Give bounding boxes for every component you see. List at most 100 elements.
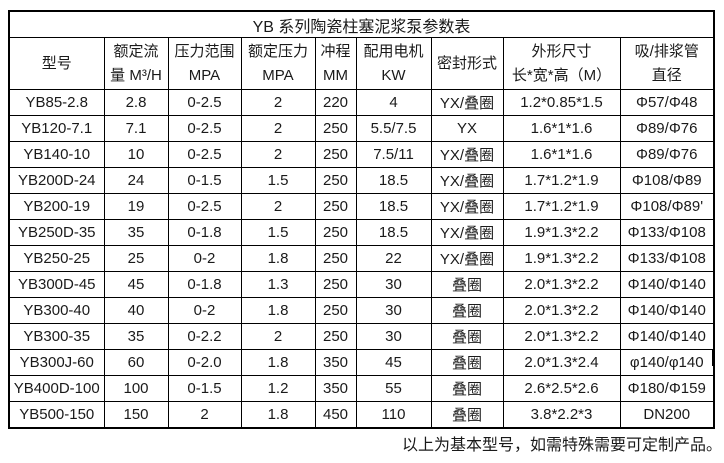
table-cell: 250	[314, 193, 357, 220]
table-cell: 1.8	[240, 401, 316, 429]
table-cell: 1.8	[240, 349, 316, 376]
table-cell: Φ140/Φ140	[619, 297, 715, 324]
table-row: YB400D-100 100 0-1.5 1.2 350 55 叠圈 2.6*2.5*2.6 Φ…	[8, 375, 715, 402]
table-cell: 0-2	[167, 245, 242, 272]
table-cell: 0-2.5	[167, 193, 242, 220]
table-cell: Φ108/Φ89'	[619, 193, 715, 220]
table-cell: Φ133/Φ108	[619, 219, 715, 246]
table-cell: 350	[314, 375, 357, 402]
table-row: YB120-7.1 7.1 0-2.5 2 250 5.5/7.5 YX 1.6*1*1.6 Φ…	[8, 115, 715, 142]
table-cell: 40	[103, 297, 169, 324]
table-cell: 1.2	[240, 375, 316, 402]
table-cell: 0-1.8	[167, 271, 242, 298]
table-cell: 2	[240, 141, 316, 168]
table-cell: Φ133/Φ108	[619, 245, 715, 272]
column-header-8: 外形尺寸 长*宽*高（M）	[502, 37, 621, 90]
table-cell: 30	[355, 297, 432, 324]
table-cell: YX/叠圈	[430, 245, 504, 272]
table-cell: 45	[355, 349, 432, 376]
table-cell: 250	[314, 323, 357, 350]
table-cell: YX/叠圈	[430, 219, 504, 246]
table-row: YB140-10 10 0-2.5 2 250 7.5/11 YX/叠圈 1.6*1*1.6 Φ…	[8, 141, 715, 168]
table-cell: YX/叠圈	[430, 141, 504, 168]
table-cell: 60	[103, 349, 169, 376]
table-cell: Φ89/Φ76	[619, 115, 715, 142]
table-cell: YX/叠圈	[430, 167, 504, 194]
table-cell: 叠圈	[430, 375, 504, 402]
table-cell: 110	[355, 401, 432, 429]
table-cell: 0-2	[167, 297, 242, 324]
table-cell: 1.5	[240, 219, 316, 246]
table-cell: YB200-19	[8, 193, 105, 220]
table-cell: 1.8	[240, 297, 316, 324]
table-cell: 18.5	[355, 193, 432, 220]
table-cell: DN200	[619, 401, 715, 429]
table-cell: 0-1.5	[167, 167, 242, 194]
table-cell: 1.6*1*1.6	[502, 115, 621, 142]
table-cell: 叠圈	[430, 323, 504, 350]
table-cell: 5.5/7.5	[355, 115, 432, 142]
table-cell: 2.6*2.5*2.6	[502, 375, 621, 402]
column-header-9: 吸/排浆管 直径	[619, 37, 715, 90]
table-cell: YB250-25	[8, 245, 105, 272]
title-row: YB 系列陶瓷柱塞泥浆泵参数表	[8, 10, 715, 38]
table-cell: 0-2.0	[167, 349, 242, 376]
table-cell: 2	[240, 115, 316, 142]
column-header-5: 冲程 MM	[314, 37, 357, 90]
table-title: YB 系列陶瓷柱塞泥浆泵参数表	[8, 10, 715, 38]
header-row: 型号 额定流量 M³/H 压力范围 MPA 额定压力 MPA 冲程 MM 配用电机 KW 密封形式外…	[8, 37, 715, 90]
column-header-2: 额定流量 M³/H	[103, 37, 169, 90]
table-cell: 2.8	[103, 89, 169, 116]
table-cell: 2	[240, 89, 316, 116]
table-cell: 250	[314, 115, 357, 142]
table-cell: 叠圈	[430, 271, 504, 298]
table-cell: 35	[103, 323, 169, 350]
table-cell: 250	[314, 245, 357, 272]
table-row: YB200D-24 24 0-1.5 1.5 250 18.5 YX/叠圈 1.7*1.2*1…	[8, 167, 715, 194]
table-cell: 2.0*1.3*2.2	[502, 297, 621, 324]
table-row: YB300D-45 45 0-1.8 1.3 250 30 叠圈 2.0*1.3*2.2 Φ14…	[8, 271, 715, 298]
table-cell: 25	[103, 245, 169, 272]
footer-note: 以上为基本型号，如需特殊需要可定制产品。	[401, 437, 722, 454]
table-row: YB200-19 19 0-2.5 2 250 18.5 YX/叠圈 1.7*1.2*1.9 Φ…	[8, 193, 715, 220]
table-row: YB250-25 25 0-2 1.8 250 22 YX/叠圈 1.9*1.3*2.2 Φ13…	[8, 245, 715, 272]
table-cell: Φ180/Φ159	[619, 375, 715, 402]
table-cell: 55	[355, 375, 432, 402]
column-header-7: 密封形式	[430, 37, 504, 90]
table-row: YB300J-60 60 0-2.0 1.8 350 45 叠圈 2.0*1.3*2.4 φ14…	[8, 349, 715, 376]
table-cell: 1.6*1*1.6	[502, 141, 621, 168]
table-body: YB85-2.8 2.8 0-2.5 2 220 4 YX/叠圈 1.2*0.85*1.5 Φ5…	[8, 89, 715, 429]
table-cell: Φ140/Φ140	[619, 323, 715, 350]
table-row: YB500-150 150 2 1.8 450 110 叠圈 3.8*2.2*3 DN200	[8, 401, 715, 429]
table-cell: 30	[355, 271, 432, 298]
table-cell: 2	[240, 193, 316, 220]
table-cell: YB140-10	[8, 141, 105, 168]
table-cell: 19	[103, 193, 169, 220]
table-cell: 2	[167, 401, 242, 429]
column-header-3: 压力范围 MPA	[167, 37, 242, 90]
table-cell: 100	[103, 375, 169, 402]
table-cell: YB200D-24	[8, 167, 105, 194]
table-cell: 1.8	[240, 245, 316, 272]
table-cell: 4	[355, 89, 432, 116]
table-cell: YX/叠圈	[430, 89, 504, 116]
table-cell: 350	[314, 349, 357, 376]
table-cell: 叠圈	[430, 297, 504, 324]
table-cell: 2	[240, 323, 316, 350]
table-cell: 250	[314, 167, 357, 194]
table-cell: YB300D-45	[8, 271, 105, 298]
table-cell: 1.3	[240, 271, 316, 298]
table-row: YB300-35 35 0-2.2 2 250 30 叠圈 2.0*1.3*2.2 Φ140/Φ…	[8, 323, 715, 350]
table-cell: 0-2.5	[167, 141, 242, 168]
table-cell: 0-2.2	[167, 323, 242, 350]
text-cursor	[712, 350, 714, 366]
table-cell: 叠圈	[430, 401, 504, 429]
column-header-4: 额定压力 MPA	[240, 37, 316, 90]
table-cell: YX/叠圈	[430, 193, 504, 220]
table-cell: 1.9*1.3*2.2	[502, 245, 621, 272]
table-cell: 18.5	[355, 219, 432, 246]
table-cell: 0-2.5	[167, 89, 242, 116]
table-cell: YB120-7.1	[8, 115, 105, 142]
table-cell: YB250D-35	[8, 219, 105, 246]
table-cell: YX	[430, 115, 504, 142]
